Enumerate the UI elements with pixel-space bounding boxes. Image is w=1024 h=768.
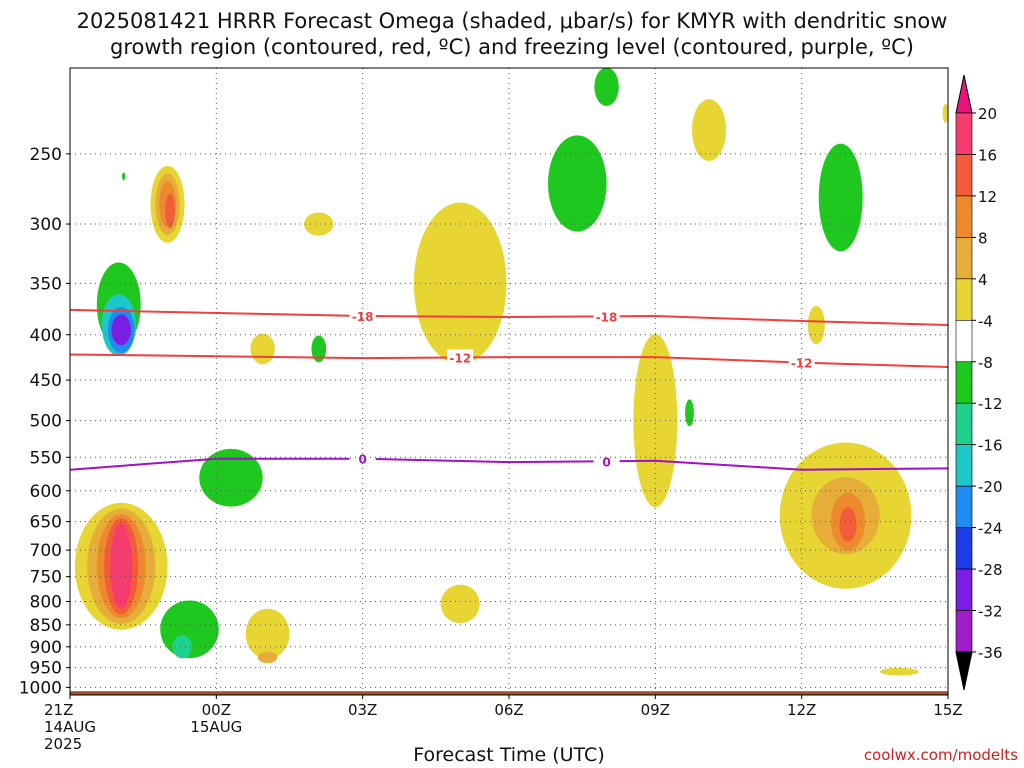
colorbar-label-2: 12	[978, 188, 997, 206]
omega-cell-4	[121, 172, 126, 181]
source-credit: coolwx.com/modelts	[863, 746, 1018, 764]
dendritic-minus12-label-bg	[788, 354, 815, 371]
omega-cell-23	[440, 584, 480, 624]
freezing-level-0-label: 0	[358, 453, 366, 467]
omega-cell-15	[172, 635, 192, 659]
omega-cell-27	[685, 399, 694, 427]
colorbar-swatch-3	[955, 237, 973, 280]
x-tick-label-18-0: 15Z	[933, 701, 962, 719]
y-tick-label-300: 300	[30, 215, 62, 235]
y-tick-label-400: 400	[30, 326, 62, 346]
dendritic-minus18-line	[70, 308, 948, 327]
dendritic-minus12-line	[70, 353, 948, 369]
colorbar-swatch-4	[955, 278, 973, 321]
omega-cell-29	[818, 143, 863, 252]
y-tick-label-850: 850	[30, 616, 62, 636]
colorbar-bottom-arrow	[955, 651, 973, 691]
colorbar-swatch-12	[955, 610, 973, 653]
y-tick-label-550: 550	[30, 448, 62, 468]
colorbar-swatch-0	[955, 112, 973, 155]
y-tick-label-950: 950	[30, 659, 62, 679]
y-tick-label-450: 450	[30, 371, 62, 391]
dendritic-minus18-label-bg	[349, 308, 376, 325]
colorbar-label-4: 4	[978, 271, 988, 289]
omega-cell-19	[250, 333, 275, 365]
colorbar-swatch-8	[955, 444, 973, 487]
omega-cell-36	[942, 103, 948, 123]
colorbar-label-7: -12	[978, 395, 1003, 413]
omega-cell-13	[110, 523, 133, 609]
colorbar-swatch-6	[955, 361, 973, 404]
plot-frame	[69, 67, 949, 696]
y-tick-label-700: 700	[30, 541, 62, 561]
x-tick-label-6-0: 03Z	[348, 701, 377, 719]
x-tick-label-3-1: 15AUG	[190, 718, 242, 736]
title-line-2: growth region (contoured, red, ºC) and f…	[110, 35, 914, 59]
y-tick-label-1000: 1000	[19, 678, 62, 698]
x-tick-label-0-2: 2025	[44, 735, 82, 753]
x-tick-label-0-0: 21Z	[44, 701, 73, 719]
colorbar-swatch-7	[955, 402, 973, 445]
colorbar-swatch-5	[955, 320, 973, 363]
dendritic-minus18-label-bg	[593, 308, 620, 325]
colorbar-label-1: 16	[978, 146, 997, 164]
colorbar-label-3: 8	[978, 229, 988, 247]
y-tick-label-900: 900	[30, 638, 62, 658]
x-tick-label-3-0: 00Z	[202, 701, 231, 719]
colorbar-swatch-9	[955, 485, 973, 528]
colorbar-label-5: -4	[978, 312, 993, 330]
colorbar-swatch-10	[955, 527, 973, 570]
omega-cell-8	[165, 193, 175, 229]
omega-cell-16	[199, 448, 263, 507]
omega-cell-20	[304, 212, 334, 236]
omega-cell-21	[311, 335, 327, 363]
colorbar-label-12: -32	[978, 603, 1003, 621]
plot-area: -18 -18-12 -120 0	[70, 68, 948, 695]
dendritic-minus18-label: -18	[352, 310, 374, 324]
dendritic-minus12-label-bg	[447, 349, 474, 366]
colorbar-label-8: -16	[978, 437, 1003, 455]
dendritic-minus12-label: -12	[449, 351, 471, 365]
colorbar-label-11: -28	[978, 561, 1003, 579]
omega-cell-3	[111, 314, 131, 346]
title-line-1: 2025081421 HRRR Forecast Omega (shaded, …	[76, 9, 948, 33]
colorbar-top-arrow	[955, 74, 973, 114]
omega-cell-35	[879, 667, 919, 676]
colorbar-label-0: 20	[978, 105, 997, 123]
colorbar-swatch-11	[955, 568, 973, 611]
x-tick-label-12-0: 09Z	[641, 701, 670, 719]
y-tick-label-350: 350	[30, 274, 62, 294]
omega-cell-17	[245, 608, 290, 659]
colorbar-label-10: -24	[978, 520, 1003, 538]
dendritic-minus18-label: -18	[596, 310, 618, 324]
freezing-level-0-label: 0	[602, 455, 610, 469]
omega-cell-28	[691, 99, 727, 161]
x-tick-label-15-0: 12Z	[787, 701, 816, 719]
omega-cell-18	[257, 651, 278, 664]
omega-cell-25	[594, 68, 619, 107]
chart-title: 2025081421 HRRR Forecast Omega (shaded, …	[0, 8, 1024, 60]
x-tick-label-0-1: 14AUG	[44, 718, 96, 736]
x-tick-label-9-0: 06Z	[494, 701, 523, 719]
omega-cell-33	[839, 507, 857, 542]
y-tick-label-800: 800	[30, 593, 62, 613]
y-tick-label-250: 250	[30, 145, 62, 165]
x-axis-label: Forecast Time (UTC)	[413, 744, 605, 766]
y-tick-label-750: 750	[30, 568, 62, 588]
omega-cell-34	[807, 305, 825, 345]
colorbar-swatch-2	[955, 195, 973, 238]
y-tick-label-500: 500	[30, 412, 62, 432]
colorbar-label-9: -20	[978, 478, 1003, 496]
colorbar-label-6: -8	[978, 354, 993, 372]
colorbar-swatch-1	[955, 154, 973, 197]
y-tick-label-600: 600	[30, 482, 62, 502]
omega-cell-24	[548, 135, 607, 232]
colorbar-label-13: -36	[978, 644, 1003, 662]
y-tick-label-650: 650	[30, 513, 62, 533]
